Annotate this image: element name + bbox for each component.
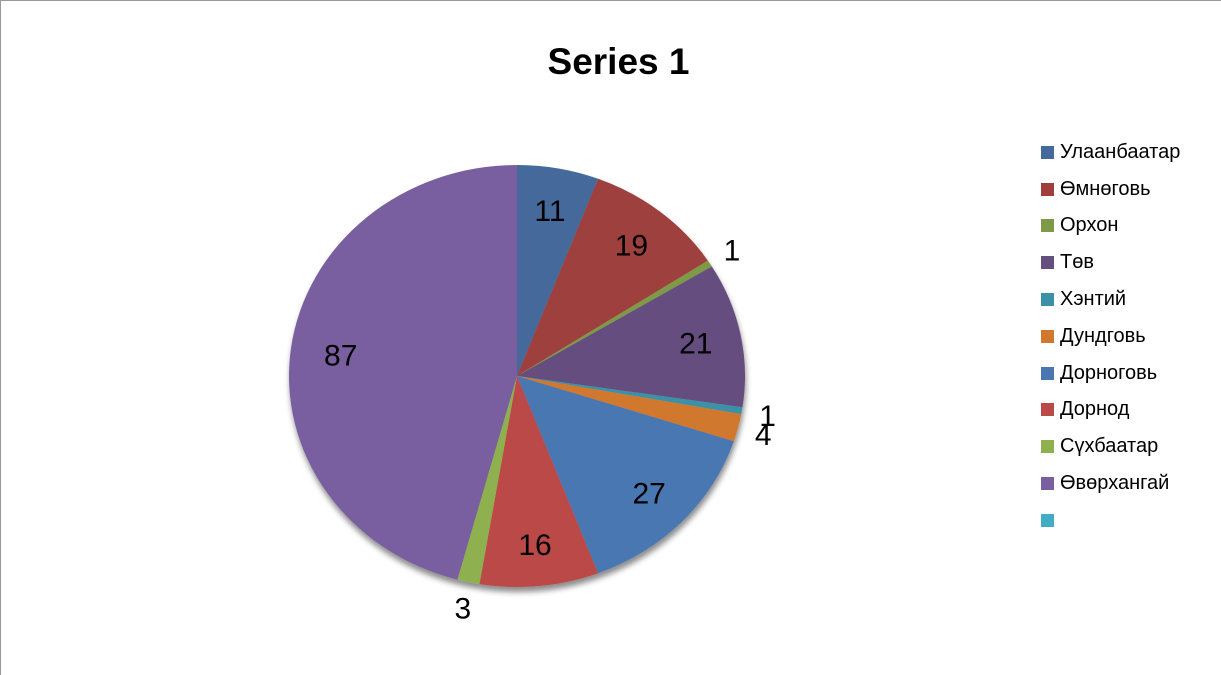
legend-swatch [1041,145,1054,159]
pie-slice [479,376,599,587]
pie-slice [517,376,734,574]
data-label: 3 [454,593,471,626]
legend-swatch [1041,329,1054,343]
data-label: 1 [759,400,776,433]
legend-item: Дорноговь [1041,355,1180,392]
legend-swatch [1041,477,1054,491]
data-label: 87 [324,339,357,372]
legend-item: Сүхбаатар [1041,428,1180,465]
pie-slice [517,260,712,376]
legend-item: Төв [1041,244,1180,281]
legend-swatch [1041,293,1054,307]
legend-swatch [1041,440,1054,454]
pie-slice [517,376,742,442]
data-label: 21 [679,328,712,361]
legend-label: Дундговь [1060,324,1146,347]
legend-swatch [1041,182,1054,196]
legend-label: Улаанбаатар [1060,140,1181,163]
legend-label: Өвөрхангай [1060,472,1170,495]
data-label: 4 [755,419,772,452]
pie-slice [288,165,517,580]
legend-swatch [1041,513,1054,527]
data-label: 11 [534,195,565,228]
pie-slice [517,165,599,376]
data-label: 1 [724,235,741,268]
legend-item: Орхон [1041,208,1180,245]
legend-label: Орхон [1060,214,1119,237]
legend-label: Дорноговь [1060,361,1158,384]
legend-item: Улаанбаатар [1041,134,1180,171]
legend-label: Төв [1060,251,1094,274]
pie-slice [517,178,708,376]
legend-label: Хэнтий [1060,288,1127,311]
legend-item: Өмнөговь [1041,171,1180,208]
chart-title: Series 1 [547,41,690,82]
legend-swatch [1041,219,1054,233]
legend-label: Өмнөговь [1060,177,1151,200]
data-label: 19 [615,230,648,263]
legend-item: Өвөрхангай [1041,465,1180,502]
legend-label: Сүхбаатар [1060,435,1159,458]
data-label: 27 [632,477,665,510]
pie-slice [517,266,745,408]
legend-item: Дорнод [1041,392,1180,429]
legend-label: Дорнод [1060,398,1130,421]
data-label: 16 [518,529,551,562]
legend-item: Дундговь [1041,318,1180,355]
legend-swatch [1041,403,1054,417]
pie-slice [517,376,743,415]
legend-swatch [1041,256,1054,270]
legend-item [1041,502,1180,539]
legend-item: Хэнтий [1041,281,1180,318]
pie-slices [288,165,745,587]
pie-slice [457,376,517,585]
legend-swatch [1041,366,1054,380]
chart-legend: Улаанбаатар Өмнөговь Орхон Төв Хэнтий Дундгов… [1041,134,1180,539]
